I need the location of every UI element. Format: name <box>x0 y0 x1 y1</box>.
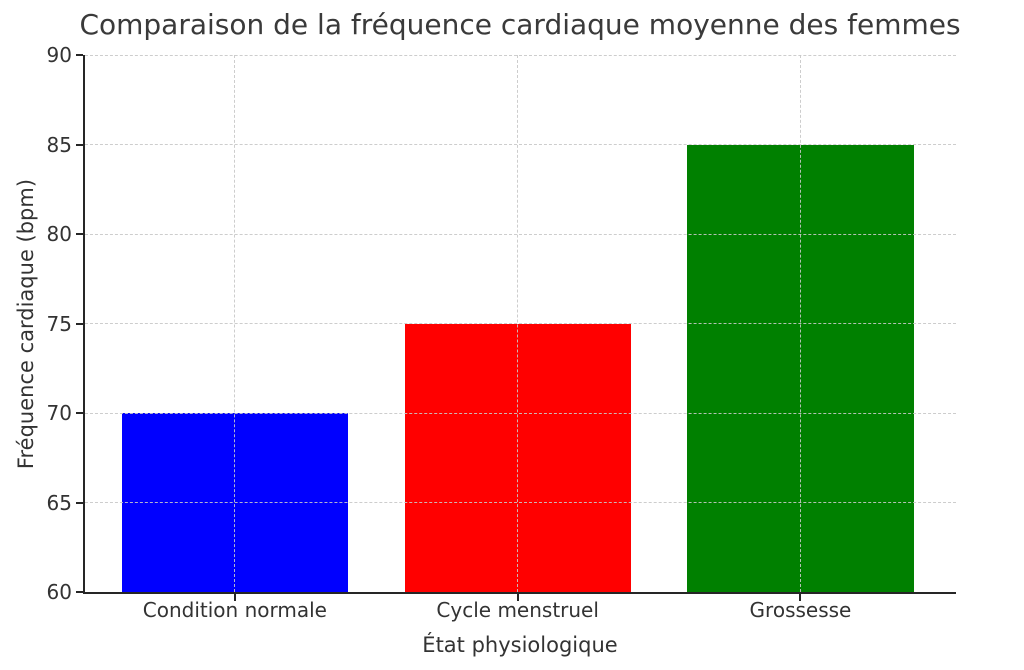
y-tick-label: 90 <box>46 43 72 67</box>
x-tick-mark <box>233 594 236 601</box>
y-tick-mark <box>76 233 83 235</box>
x-tick-mark <box>516 594 519 601</box>
horizontal-gridline <box>85 412 956 414</box>
x-tick-mark <box>799 594 802 601</box>
y-tick-label: 70 <box>46 401 72 425</box>
x-tick-label: Cycle menstruel <box>436 598 599 622</box>
y-tick-mark <box>76 412 83 414</box>
vertical-gridline <box>799 55 801 592</box>
x-axis-label: État physiologique <box>422 633 618 657</box>
horizontal-gridline <box>85 502 956 503</box>
y-tick-label: 85 <box>46 132 72 157</box>
y-tick-mark <box>76 322 83 325</box>
grid-layer <box>85 54 956 592</box>
plot-area <box>83 54 956 594</box>
horizontal-gridline <box>85 323 956 324</box>
y-tick-label: 60 <box>46 580 72 604</box>
y-tick-label: 80 <box>46 222 72 246</box>
y-tick-mark <box>76 143 83 146</box>
x-tick-label: Grossesse <box>749 598 852 622</box>
y-tick-label: 65 <box>46 490 72 515</box>
horizontal-gridline <box>85 144 956 145</box>
y-tick-mark <box>76 591 83 593</box>
horizontal-gridline <box>85 54 956 56</box>
x-tick-label: Condition normale <box>142 598 327 622</box>
vertical-gridline <box>517 55 519 592</box>
y-tick-mark <box>76 501 83 504</box>
y-tick-mark <box>76 54 83 56</box>
horizontal-gridline <box>85 233 956 235</box>
vertical-gridline <box>234 55 236 592</box>
y-tick-label: 75 <box>46 311 72 336</box>
chart-title: Comparaison de la fréquence cardiaque mo… <box>79 8 961 41</box>
